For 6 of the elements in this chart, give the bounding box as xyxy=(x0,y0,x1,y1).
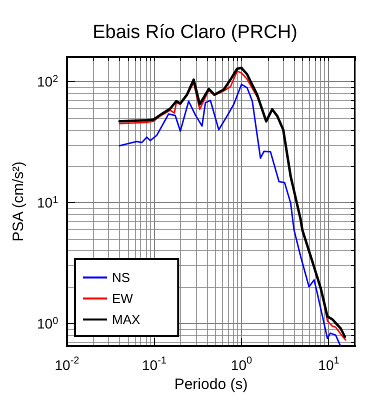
chart-title: Ebais Río Claro (PRCH) xyxy=(92,22,298,43)
legend-label: NS xyxy=(112,270,130,285)
legend-label: MAX xyxy=(112,312,140,327)
legend-label: EW xyxy=(112,291,134,306)
y-axis-title: PSA (cm/s²) xyxy=(10,161,28,242)
x-axis-title: Periodo (s) xyxy=(174,376,248,393)
